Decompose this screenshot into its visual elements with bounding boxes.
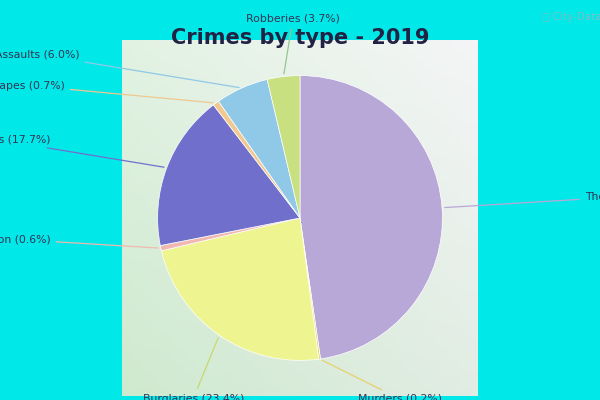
Text: Murders (0.2%): Murders (0.2%) [322,360,442,400]
Text: Robberies (3.7%): Robberies (3.7%) [246,14,340,74]
Text: ⓘ City-Data.com: ⓘ City-Data.com [543,12,600,22]
Wedge shape [218,80,300,218]
Wedge shape [161,218,319,360]
Text: Assaults (6.0%): Assaults (6.0%) [0,49,239,88]
Wedge shape [158,105,300,246]
Wedge shape [300,76,442,359]
Wedge shape [300,218,320,359]
Text: Arson (0.6%): Arson (0.6%) [0,234,158,248]
Text: Rapes (0.7%): Rapes (0.7%) [0,80,213,103]
Text: Crimes by type - 2019: Crimes by type - 2019 [171,28,429,48]
Text: Thefts (47.7%): Thefts (47.7%) [445,192,600,208]
Wedge shape [160,218,300,251]
Text: Burglaries (23.4%): Burglaries (23.4%) [143,338,244,400]
Text: Auto thefts (17.7%): Auto thefts (17.7%) [0,135,164,167]
Wedge shape [214,101,300,218]
Wedge shape [267,76,300,218]
